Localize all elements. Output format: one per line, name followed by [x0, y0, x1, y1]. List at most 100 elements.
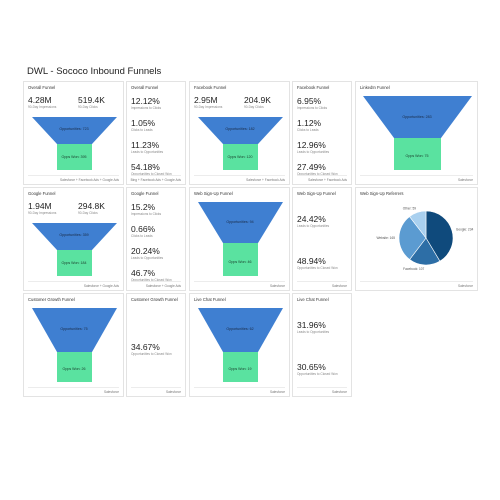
card-title: Customer Growth Funnel	[131, 297, 178, 302]
web-signup-funnel-card[interactable]: Web Sign-Up Funnel Opportunities: 94 Opp…	[189, 187, 290, 291]
metric-value: 6.95%	[297, 96, 322, 106]
linkedin-funnel-card[interactable]: LinkedIn Funnel Opportunities: 283 Opps …	[355, 81, 478, 185]
metric-label: Opportunities to Closed Won	[131, 352, 172, 356]
funnel-top-segment	[198, 308, 283, 352]
live-chat-funnel-card[interactable]: Live Chat Funnel Opportunities: 62 Opps …	[189, 293, 290, 397]
card-divider	[194, 281, 285, 282]
customer-growth-funnel-card[interactable]: Customer Growth Funnel Opportunities: 75…	[23, 293, 124, 397]
funnel-chart: Opportunities: 723 Opps Won: 395	[32, 117, 117, 170]
metric-value: 24.42%	[297, 214, 326, 224]
pie-label-0: Google: 234	[456, 228, 474, 232]
card-title: Web Sign-Up Referrers	[360, 191, 404, 196]
card-source: Salesforce + Google Ads	[145, 284, 181, 288]
metric-label: Opportunities to Closed Won	[131, 278, 172, 282]
customer-growth-rates-card[interactable]: Customer Growth Funnel 34.67% Opportunit…	[126, 293, 186, 397]
funnel-closed-won-label: Opps Won: 26	[63, 367, 86, 371]
card-title: Google Funnel	[28, 191, 56, 196]
card-source: Salesforce	[103, 390, 119, 394]
card-source: Salesforce	[331, 390, 347, 394]
metric-value: 54.18%	[131, 162, 160, 172]
card-title: Live Chat Funnel	[194, 297, 226, 302]
card-source: Salesforce	[269, 284, 285, 288]
card-divider	[131, 175, 181, 176]
card-divider	[28, 281, 119, 282]
funnel-opportunities-label: Opportunities: 94	[226, 220, 253, 224]
card-source: Salesforce	[165, 390, 181, 394]
metric-label: Leads to Opportunities	[297, 150, 330, 154]
card-title: Facebook Funnel	[194, 85, 227, 90]
card-source: Salesforce + Facebook Ads	[246, 178, 285, 182]
metric-value: 1.05%	[131, 118, 156, 128]
impressions-label: 90-Day Impressions	[28, 211, 57, 215]
funnel-bottom-segment	[223, 352, 258, 382]
pie-slice-2	[398, 216, 427, 260]
card-source: Salesforce	[457, 284, 473, 288]
pie-label-1: Facebook: 107	[403, 267, 424, 271]
card-divider	[28, 387, 119, 388]
card-divider	[360, 175, 473, 176]
card-title: LinkedIn Funnel	[360, 85, 390, 90]
metric-label: Opportunities to Closed Won	[131, 172, 172, 176]
google-funnel-rates-card[interactable]: Google Funnel 15.2% Impressions to Click…	[126, 187, 186, 291]
funnel-top-segment	[363, 96, 472, 138]
metric-value: 31.96%	[297, 320, 326, 330]
web-signup-referrers-card[interactable]: Web Sign-Up Referrers Google: 234 Faceboo…	[355, 187, 478, 291]
metric-value: 27.49%	[297, 162, 326, 172]
funnel-bottom-segment	[223, 144, 258, 170]
funnel-chart: Opportunities: 182 Opps Won: 120	[198, 117, 283, 170]
pie-slice-0	[425, 210, 454, 262]
metric-value: 1.12%	[297, 118, 322, 128]
clicks-value: 519.4K	[78, 95, 105, 105]
pie-slice-3	[409, 210, 427, 239]
funnel-top-segment	[32, 223, 117, 250]
funnel-bottom-segment	[57, 250, 92, 276]
card-divider	[28, 175, 119, 176]
funnel-top-segment	[198, 202, 283, 243]
funnel-closed-won-label: Opps Won: 75	[406, 154, 429, 158]
card-divider	[131, 387, 181, 388]
funnel-chart: Opportunities: 359 Opps Won: 184	[32, 223, 117, 276]
funnel-opportunities-label: Opportunities: 75	[60, 327, 87, 331]
funnel-closed-won-label: Opps Won: 46	[229, 260, 252, 264]
facebook-funnel-card[interactable]: Facebook Funnel 2.95M 90-Day Impressions…	[189, 81, 290, 185]
card-title: Google Funnel	[131, 191, 159, 196]
funnel-bottom-segment	[57, 352, 92, 382]
funnel-closed-won-label: Opps Won: 19	[229, 367, 252, 371]
metric-label: Clicks to Leads	[131, 128, 153, 132]
card-divider	[297, 387, 347, 388]
funnel-bottom-segment	[223, 243, 258, 276]
card-title: Overall Funnel	[28, 85, 56, 90]
google-funnel-card[interactable]: Google Funnel 1.94M 90-Day Impressions 2…	[23, 187, 124, 291]
impressions-value: 4.28M	[28, 95, 52, 105]
metric-value: 20.24%	[131, 246, 160, 256]
clicks-value: 204.9K	[244, 95, 271, 105]
metric-label: Leads to Opportunities	[297, 224, 330, 228]
web-signup-funnel-rates-card[interactable]: Web Sign-Up Funnel 24.42% Leads to Oppor…	[292, 187, 352, 291]
pie-label-2: Website: 165	[376, 236, 395, 240]
card-title: Web Sign-Up Funnel	[194, 191, 233, 196]
referrers-pie-chart: Google: 234 Facebook: 107 Website: 165 Othe…	[376, 207, 474, 271]
card-divider	[360, 281, 473, 282]
metric-value: 46.7%	[131, 268, 156, 278]
metric-value: 34.67%	[131, 342, 160, 352]
card-title: Customer Growth Funnel	[28, 297, 75, 302]
card-divider	[297, 175, 347, 176]
card-divider	[297, 281, 347, 282]
funnel-top-segment	[32, 308, 117, 352]
card-source: Salesforce	[269, 390, 285, 394]
card-source: Salesforce	[331, 284, 347, 288]
clicks-label: 90-Day Clicks	[78, 211, 98, 215]
metric-label: Clicks to Leads	[131, 234, 153, 238]
overall-funnel-rates-card[interactable]: Overall Funnel 12.12% Impressions to Cli…	[126, 81, 186, 185]
metric-label: Impressions to Clicks	[131, 106, 162, 110]
card-source: Salesforce + Facebook Ads + Google Ads	[59, 178, 119, 182]
funnel-opportunities-label: Opportunities: 723	[59, 127, 88, 131]
overall-funnel-card[interactable]: Overall Funnel 4.28M 90-Day Impressions …	[23, 81, 124, 185]
funnel-closed-won-label: Opps Won: 120	[228, 155, 253, 159]
funnel-top-segment	[198, 117, 283, 144]
metric-label: Leads to Opportunities	[297, 330, 330, 334]
facebook-funnel-rates-card[interactable]: Facebook Funnel 6.95% Impressions to Cli…	[292, 81, 352, 185]
metric-label: Impressions to Clicks	[131, 212, 162, 216]
live-chat-rates-card[interactable]: Live Chat Funnel 31.96% Leads to Opportu…	[292, 293, 352, 397]
metric-value: 30.65%	[297, 362, 326, 372]
